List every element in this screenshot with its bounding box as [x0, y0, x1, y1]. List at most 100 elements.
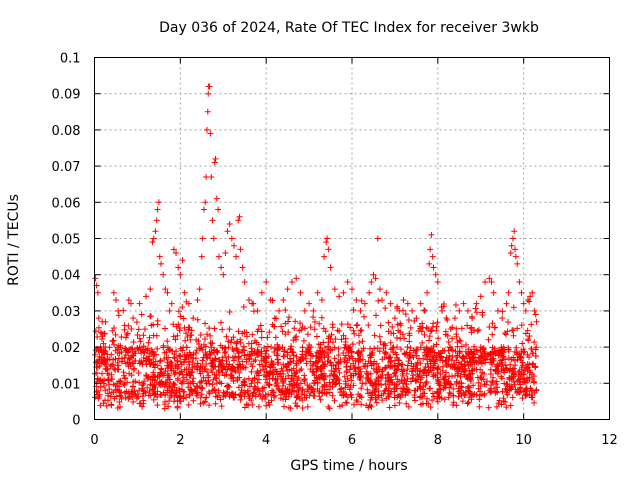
- data-point: [286, 366, 293, 373]
- data-point: [146, 388, 153, 395]
- data-point: [106, 386, 113, 393]
- data-point: [233, 253, 240, 260]
- data-point: [140, 343, 147, 350]
- data-point: [211, 159, 218, 166]
- data-point: [300, 337, 307, 344]
- data-point: [487, 356, 494, 363]
- data-point: [425, 337, 432, 344]
- data-point: [256, 361, 263, 368]
- data-point: [99, 349, 106, 356]
- data-point: [200, 206, 207, 213]
- data-point: [228, 390, 235, 397]
- data-point: [458, 383, 465, 390]
- data-point: [349, 286, 355, 293]
- data-point: [255, 376, 262, 383]
- data-point: [356, 339, 363, 346]
- data-point: [313, 333, 320, 340]
- data-point: [351, 365, 358, 372]
- data-point: [224, 382, 231, 389]
- data-point: [207, 332, 214, 339]
- data-point: [321, 376, 328, 383]
- data-point: [293, 275, 300, 282]
- data-point: [230, 357, 237, 364]
- data-point: [321, 370, 328, 377]
- data-point: [250, 358, 257, 365]
- data-point: [439, 307, 446, 314]
- data-point: [323, 350, 330, 357]
- data-point: [132, 350, 139, 357]
- data-point: [194, 360, 201, 367]
- data-point: [152, 228, 159, 235]
- data-point: [518, 322, 525, 329]
- data-point: [169, 387, 176, 394]
- data-point: [255, 403, 262, 410]
- data-point: [164, 387, 171, 394]
- data-point: [205, 90, 212, 97]
- data-point: [333, 373, 340, 380]
- data-point: [505, 354, 512, 361]
- data-point: [516, 278, 523, 285]
- data-point: [117, 393, 124, 400]
- data-point: [331, 397, 338, 404]
- data-point: [500, 395, 507, 402]
- data-point: [206, 390, 213, 397]
- data-point: [139, 393, 146, 400]
- data-point: [314, 289, 321, 296]
- data-point: [301, 372, 308, 379]
- data-point: [481, 390, 488, 397]
- data-point: [237, 391, 244, 398]
- data-point: [462, 341, 469, 348]
- data-point: [397, 346, 404, 353]
- data-point: [463, 352, 470, 359]
- data-point: [448, 373, 455, 380]
- y-tick-label: 0.09: [52, 88, 81, 103]
- data-point: [197, 394, 204, 401]
- data-point: [444, 316, 451, 323]
- data-point: [307, 366, 314, 373]
- data-point: [306, 383, 313, 390]
- data-point: [183, 344, 190, 351]
- data-point: [489, 379, 496, 386]
- data-point: [395, 356, 402, 363]
- data-point: [476, 396, 483, 403]
- data-point: [249, 300, 256, 307]
- data-point: [445, 394, 452, 401]
- data-point: [267, 368, 274, 375]
- data-point: [505, 348, 512, 355]
- data-point: [154, 373, 161, 380]
- data-point: [238, 387, 245, 394]
- data-point: [258, 353, 265, 360]
- data-point: [127, 363, 134, 370]
- data-point: [481, 381, 488, 388]
- data-point: [318, 314, 325, 321]
- data-point: [150, 396, 157, 403]
- data-point: [405, 316, 412, 323]
- data-point: [493, 403, 500, 410]
- data-point: [462, 391, 469, 398]
- data-point: [392, 372, 399, 379]
- data-point: [293, 333, 300, 340]
- data-point: [421, 346, 428, 353]
- data-point: [174, 404, 181, 411]
- data-point: [533, 318, 540, 325]
- data-point: [124, 379, 131, 386]
- data-point: [168, 359, 175, 366]
- data-point: [138, 311, 145, 318]
- data-point: [237, 246, 244, 253]
- data-point: [207, 351, 214, 358]
- data-point: [492, 367, 499, 374]
- data-point: [218, 403, 225, 410]
- data-point: [511, 228, 518, 235]
- data-point: [515, 388, 522, 395]
- x-tick-label: 2: [176, 433, 184, 448]
- data-point: [190, 351, 197, 358]
- data-point: [526, 298, 533, 305]
- data-point: [322, 373, 329, 380]
- data-point: [428, 345, 435, 352]
- data-point: [450, 392, 457, 399]
- data-point: [114, 359, 121, 366]
- data-point: [117, 379, 124, 386]
- data-point: [280, 380, 287, 387]
- data-point: [402, 392, 409, 399]
- data-point: [97, 402, 104, 409]
